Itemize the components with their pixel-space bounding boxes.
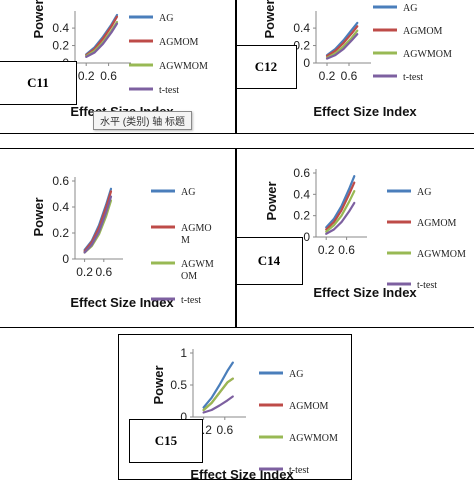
legend-label: AG (181, 187, 195, 198)
x-axis-label: Effect Size Index (313, 285, 417, 300)
series-line-t-test (202, 395, 234, 414)
y-axis-label: Power (31, 197, 46, 236)
series-line-agwmom (202, 377, 234, 412)
y-tick-label: 0.6 (52, 174, 69, 188)
legend-label: t-test (181, 295, 201, 306)
series-line-t-test (83, 195, 113, 254)
legend-label: AGMOM (159, 37, 199, 48)
legend-label: AGWMOM (403, 49, 452, 60)
axis-title-tooltip: 水平 (类别) 轴 标题 (93, 111, 192, 130)
series-line-agwmom (325, 29, 359, 59)
series-line-agwmom (325, 190, 356, 233)
y-axis-label: Power (151, 365, 166, 404)
y-tick-label: 0 (303, 56, 310, 70)
legend-label: AG (417, 187, 431, 198)
series-line-ag (325, 21, 359, 57)
y-axis-label: Power (264, 181, 279, 220)
y-tick-label: 0.4 (52, 200, 69, 214)
series-line-ag (83, 187, 113, 251)
legend-label: AG (289, 369, 303, 380)
legend-label: AGWMOM (159, 61, 208, 72)
legend-label: AGMOM (417, 218, 457, 229)
y-tick-label: 0.4 (293, 21, 310, 35)
x-tick-label: 0.2 (319, 69, 336, 83)
legend-label: AGWM (181, 259, 214, 270)
legend-label: AGWMOM (289, 433, 338, 444)
y-tick-label: 0.2 (293, 39, 310, 53)
y-axis-label: Power (31, 0, 46, 39)
chart-id-label: C12 (237, 45, 297, 89)
chart-id-label: C15 (129, 419, 203, 463)
legend-label: t-test (417, 280, 437, 291)
chart-panel-c15: 0 0.5 1 0.2 0.6 Power Effect Size Index AG AGMOM… (118, 334, 352, 480)
legend-label: AGMOM (403, 26, 443, 37)
y-tick-label: 0.4 (293, 187, 310, 201)
x-axis-label: Effect Size Index (70, 295, 174, 310)
series-line-agmom (85, 15, 119, 57)
chart-svg: 0 0.2 0.4 0.2 0.6 Power Effect Size Index AG AGM… (262, 0, 452, 119)
legend-label: t-test (289, 465, 309, 476)
legend-label: OM (181, 271, 197, 282)
legend-label: AGMO (181, 223, 212, 234)
legend-label: AG (159, 13, 173, 24)
series-line-agmom (325, 181, 356, 231)
y-tick-label: 0.6 (293, 166, 310, 180)
legend-label: AG (403, 3, 417, 14)
legend-label: AGMOM (289, 401, 329, 412)
x-tick-label: 0.2 (76, 265, 93, 279)
y-tick-label: 0.4 (52, 21, 69, 35)
legend-label: M (181, 235, 190, 246)
x-tick-label: 0.6 (216, 423, 233, 437)
series-line-ag (325, 175, 356, 229)
y-tick-label: 0.5 (170, 378, 187, 392)
chart-id-label: C14 (237, 237, 303, 285)
series-line-t-test (325, 201, 356, 235)
series-line-ag (202, 361, 234, 409)
y-tick-label: 0 (62, 252, 69, 266)
y-tick-label: 0 (303, 230, 310, 244)
x-tick-label: 0.2 (78, 69, 95, 83)
legend-label: t-test (159, 85, 179, 96)
chart-panel-c12: 0 0.2 0.4 0.2 0.6 Power Effect Size Index AG AGM… (236, 0, 474, 134)
chart-id-label: C11 (0, 61, 77, 105)
y-tick-label: 0.2 (52, 39, 69, 53)
x-tick-label: 0.6 (338, 243, 355, 257)
x-axis-label: Effect Size Index (313, 104, 417, 119)
legend-label: t-test (403, 72, 423, 83)
series-line-agmom (325, 25, 359, 58)
x-tick-label: 0.2 (318, 243, 335, 257)
y-tick-label: 0.2 (52, 226, 69, 240)
series-line-agmom (83, 190, 113, 253)
y-tick-label: 1 (180, 346, 187, 360)
x-tick-label: 0.6 (95, 265, 112, 279)
chart-panel-c13: 0 0.2 0.4 0.6 0.2 0.6 Power Effect Size Index AG… (0, 148, 236, 328)
chart-panel-c14: 0 0.2 0.4 0.6 0.2 0.6 Power Effect Size Index AG… (236, 148, 474, 328)
y-tick-label: 0 (180, 410, 187, 424)
series-line-ag (85, 13, 119, 56)
legend-label: AGWMOM (417, 249, 466, 260)
series-line-t-test (325, 33, 359, 60)
y-tick-label: 0.2 (293, 209, 310, 223)
x-tick-label: 0.6 (341, 69, 358, 83)
x-tick-label: 0.6 (100, 69, 117, 83)
y-axis-label: Power (262, 0, 277, 39)
series-line-t-test (85, 22, 119, 59)
